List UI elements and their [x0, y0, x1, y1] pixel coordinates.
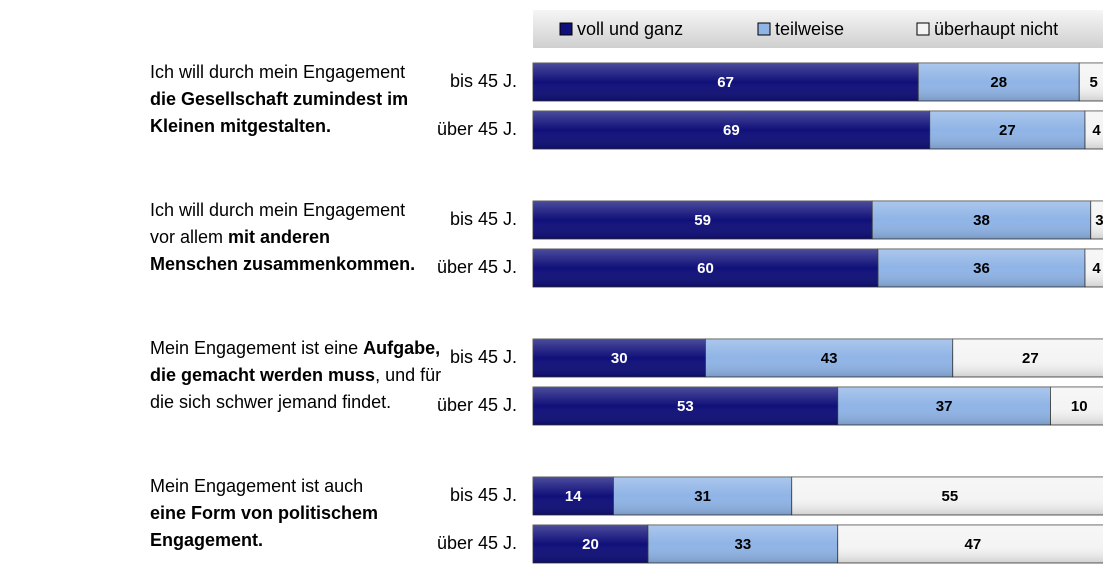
bar-shine [791, 477, 1103, 515]
statement-text: Mein Engagement ist auch [150, 476, 363, 496]
category-label: über 45 J. [437, 533, 517, 553]
statement-line: Mein Engagement ist eine Aufgabe, [150, 338, 440, 358]
statement-line: die gemacht werden muss, und für [150, 365, 441, 385]
statement-text: vor allem [150, 227, 228, 247]
value-label: 4 [1092, 260, 1101, 277]
statement-text: Menschen zusammenkommen. [150, 254, 415, 274]
value-label: 20 [582, 536, 599, 553]
category-label: bis 45 J. [450, 347, 517, 367]
statement-text: mit anderen [228, 227, 330, 247]
statement-line: Menschen zusammenkommen. [150, 254, 415, 274]
value-label: 38 [973, 212, 990, 229]
bar-shine [533, 249, 878, 287]
statement-line: Engagement. [150, 530, 263, 550]
bar-shine [1079, 63, 1103, 101]
statement-text: die sich schwer jemand findet. [150, 392, 391, 412]
bar-shine [872, 201, 1091, 239]
statement-text: Engagement. [150, 530, 263, 550]
value-label: 4 [1092, 122, 1101, 139]
category-label: bis 45 J. [450, 209, 517, 229]
bar-shine [533, 201, 873, 239]
statement-line: die sich schwer jemand findet. [150, 392, 391, 412]
bar-shine [1085, 249, 1103, 287]
value-label: 30 [611, 350, 628, 367]
statement-text: , und für [375, 365, 441, 385]
statement-line: Ich will durch mein Engagement [150, 200, 405, 220]
value-label: 14 [565, 488, 582, 505]
bar-shine [837, 525, 1103, 563]
bar-shine [837, 387, 1051, 425]
value-label: 37 [936, 398, 953, 415]
category-label: bis 45 J. [450, 71, 517, 91]
statement-text: Mein Engagement ist eine [150, 338, 363, 358]
bar-shine [929, 111, 1085, 149]
statement-text: Kleinen mitgestalten. [150, 116, 331, 136]
category-label: über 45 J. [437, 395, 517, 415]
legend-label: voll und ganz [577, 19, 683, 39]
category-label: über 45 J. [437, 119, 517, 139]
statement-line: Kleinen mitgestalten. [150, 116, 331, 136]
value-label: 60 [697, 260, 714, 277]
statement-line: eine Form von politischem [150, 503, 378, 523]
legend-swatch [757, 22, 771, 36]
value-label: 53 [677, 398, 694, 415]
value-label: 55 [942, 488, 959, 505]
bar-shine [1085, 111, 1103, 149]
value-label: 27 [999, 122, 1016, 139]
legend-label: teilweise [775, 19, 844, 39]
value-label: 47 [965, 536, 982, 553]
bar-shine [878, 249, 1085, 287]
bar-shine [533, 477, 614, 515]
value-label: 10 [1071, 398, 1088, 415]
bar-shine [533, 387, 838, 425]
legend-swatch [559, 22, 573, 36]
value-label: 36 [973, 260, 990, 277]
statement-text: die gemacht werden muss [150, 365, 375, 385]
statement-line: die Gesellschaft zumindest im [150, 89, 408, 109]
statement-text: Ich will durch mein Engagement [150, 62, 405, 82]
statement-line: Mein Engagement ist auch [150, 476, 363, 496]
legend-label: überhaupt nicht [934, 19, 1058, 39]
value-label: 27 [1022, 350, 1039, 367]
value-label: 43 [821, 350, 838, 367]
statement-line: vor allem mit anderen [150, 227, 330, 247]
value-label: 3 [1095, 212, 1103, 229]
value-label: 31 [694, 488, 711, 505]
value-label: 33 [735, 536, 752, 553]
bar-shine [705, 339, 953, 377]
legend-swatch [916, 22, 930, 36]
statement-text: Aufgabe, [363, 338, 440, 358]
value-label: 69 [723, 122, 740, 139]
value-label: 67 [717, 74, 734, 91]
statement-text: Ich will durch mein Engagement [150, 200, 405, 220]
bar-shine [533, 525, 648, 563]
bar-shine [952, 339, 1103, 377]
bar-shine [533, 63, 919, 101]
bar-shine [613, 477, 792, 515]
legend-box [533, 10, 1103, 48]
bar-shine [1050, 387, 1103, 425]
bar-shine [918, 63, 1080, 101]
category-label: bis 45 J. [450, 485, 517, 505]
bar-shine [1090, 201, 1103, 239]
statement-text: die Gesellschaft zumindest im [150, 89, 408, 109]
category-label: über 45 J. [437, 257, 517, 277]
value-label: 28 [990, 74, 1007, 91]
value-label: 5 [1089, 74, 1097, 91]
bar-shine [533, 111, 930, 149]
bar-shine [648, 525, 838, 563]
statement-text: eine Form von politischem [150, 503, 378, 523]
statement-line: Ich will durch mein Engagement [150, 62, 405, 82]
bar-shine [533, 339, 706, 377]
value-label: 59 [694, 212, 711, 229]
